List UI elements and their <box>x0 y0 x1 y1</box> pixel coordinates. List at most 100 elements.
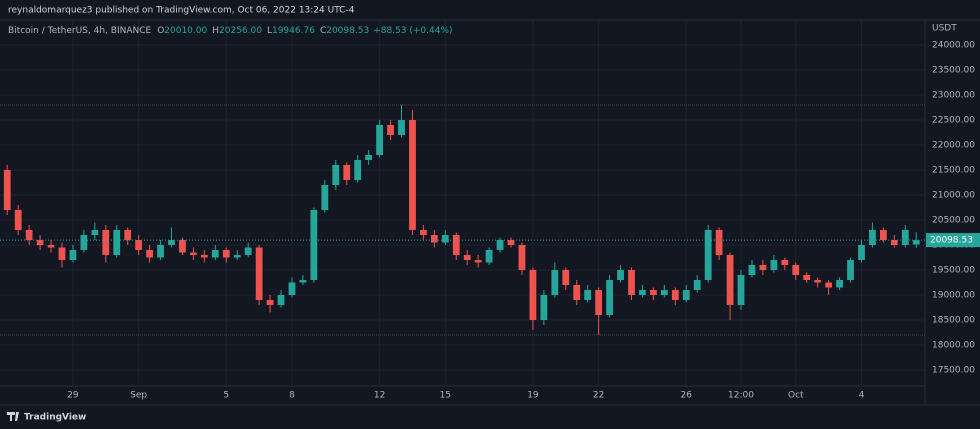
footer: TradingView <box>24 413 86 423</box>
candle-body <box>47 245 55 248</box>
candle-body <box>321 185 329 210</box>
y-tick-label: 22500.00 <box>932 116 975 126</box>
y-tick-label: 22000.00 <box>932 141 975 151</box>
candle-body <box>649 290 657 295</box>
legend-value: 20010.00 <box>164 26 207 36</box>
candle-body <box>409 120 416 230</box>
legend-value: 20098.53 <box>326 26 369 36</box>
candle-body <box>814 280 822 283</box>
x-tick-label: 5 <box>223 391 229 401</box>
candle-body <box>496 240 504 250</box>
candle-body <box>507 240 515 245</box>
legend-key: H <box>212 26 219 36</box>
candle-body <box>639 290 646 295</box>
candle-body <box>255 247 263 300</box>
candle-body <box>179 240 186 253</box>
candle-body <box>124 230 132 240</box>
candle-body <box>398 120 405 135</box>
legend-key: L <box>267 26 272 36</box>
candle-body <box>354 160 362 180</box>
y-tick-label: 23500.00 <box>932 66 975 76</box>
candle-body <box>671 290 679 300</box>
candle-body <box>441 235 449 243</box>
y-tick-label: 21000.00 <box>932 191 975 201</box>
candle-body <box>244 247 252 255</box>
candle-body <box>113 230 121 255</box>
candle-body <box>704 230 712 280</box>
candle-body <box>211 250 219 258</box>
candle-body <box>266 300 274 305</box>
x-tick-label: 8 <box>289 391 295 401</box>
candle-body <box>628 270 635 295</box>
candle-body <box>14 210 22 230</box>
candle-body <box>365 155 373 160</box>
y-tick-label: 21500.00 <box>932 166 975 176</box>
candle-body <box>803 275 811 280</box>
y-tick-label: 17500.00 <box>932 366 975 376</box>
y-tick-label: 23000.00 <box>932 91 975 101</box>
candle-body <box>693 280 701 290</box>
candle-body <box>890 240 898 245</box>
candle-body <box>3 170 11 210</box>
candle-body <box>847 260 854 280</box>
candle-body <box>551 270 559 295</box>
candle-body <box>584 290 592 300</box>
last-price-tag <box>926 233 980 248</box>
candle-body <box>858 245 865 260</box>
candle-body <box>759 265 767 270</box>
candle-body <box>737 275 745 305</box>
candle-body <box>617 270 624 280</box>
candle-body <box>69 250 77 260</box>
candle-body <box>562 270 570 285</box>
grid <box>0 20 925 386</box>
candle-body <box>682 290 690 300</box>
candle-body <box>277 295 285 305</box>
candle-body <box>420 230 427 235</box>
candle-body <box>825 282 833 288</box>
candle-body <box>146 250 153 258</box>
x-tick-label: 26 <box>681 391 693 401</box>
candle-body <box>190 252 197 255</box>
candle-body <box>573 285 581 300</box>
candle-body <box>288 282 296 295</box>
candle-body <box>135 240 143 250</box>
legend-key: C <box>320 26 326 36</box>
candle-body <box>343 165 351 180</box>
x-tick-label: Sep <box>130 391 147 401</box>
y-tick-label: 18500.00 <box>932 316 975 326</box>
candle-body <box>529 270 537 320</box>
candle-body <box>912 240 920 245</box>
logo <box>7 412 19 421</box>
candle-body <box>869 230 876 245</box>
candle-body <box>91 230 99 235</box>
legend-change: +88.53 (+0.44%) <box>373 26 452 36</box>
candle-body <box>792 265 800 275</box>
candle-body <box>540 295 548 320</box>
x-tick-label: Oct <box>788 391 804 401</box>
candle-body <box>518 245 526 270</box>
candle-body <box>463 255 471 260</box>
y-tick-label: 20500.00 <box>932 216 975 226</box>
candle-body <box>430 235 438 243</box>
candle-body <box>595 290 603 315</box>
candle-body <box>485 250 493 263</box>
candle-body <box>222 250 230 258</box>
candle-body <box>660 290 668 295</box>
x-tick-label: 12 <box>374 391 385 401</box>
candle-body <box>836 280 843 288</box>
legend: Bitcoin / TetherUS, 4h, BINANCE O20010.00… <box>8 26 453 36</box>
candle-body <box>102 230 110 255</box>
candle-body <box>58 247 66 260</box>
x-tick-label: 22 <box>593 391 604 401</box>
candle-body <box>310 210 318 280</box>
x-tick-label: 19 <box>527 391 539 401</box>
candle-body <box>879 230 887 240</box>
candle-body <box>387 125 394 135</box>
y-tick-label: 18000.00 <box>932 341 975 351</box>
candle-body <box>770 260 778 270</box>
candle-body <box>200 255 208 258</box>
x-tick-label: 12:00 <box>728 391 754 401</box>
candle-body <box>781 260 789 265</box>
y-tick-label: 19500.00 <box>932 266 975 276</box>
